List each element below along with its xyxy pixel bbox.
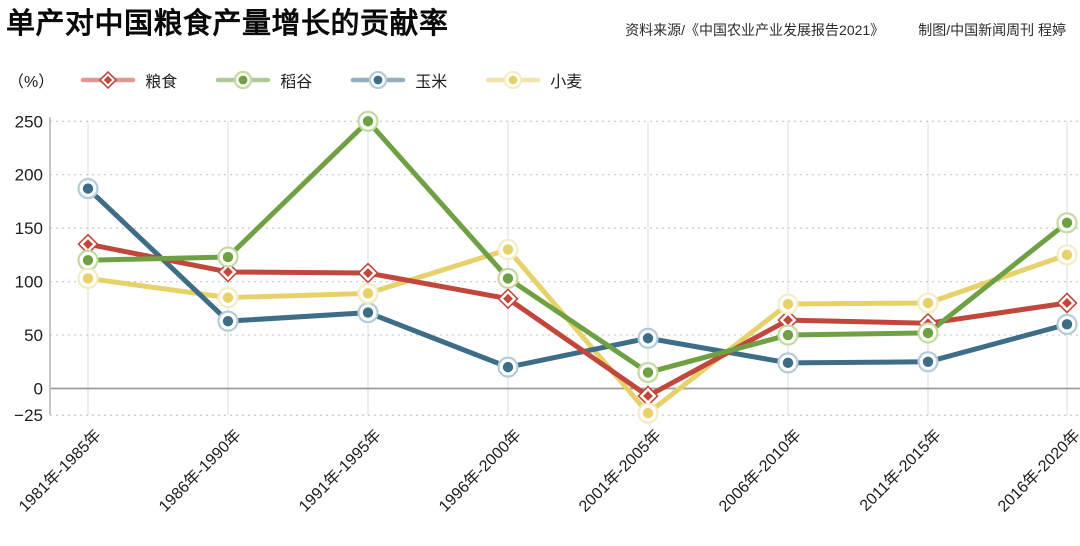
legend-items: 粮食 稻谷 玉米 小麦 (80, 68, 582, 92)
data-point-marker (917, 351, 939, 373)
data-point-marker (217, 287, 239, 309)
y-tick-label: 50 (24, 326, 43, 345)
data-point-marker (497, 267, 519, 289)
data-point-marker (357, 262, 379, 284)
data-point-marker (1056, 292, 1078, 314)
y-tick-label: 150 (15, 219, 43, 238)
data-point-marker (497, 288, 519, 310)
data-point-marker (369, 70, 388, 90)
y-tick-label: 0 (34, 380, 43, 399)
data-point-marker (917, 292, 939, 314)
data-point-marker (777, 293, 799, 315)
data-point-marker (77, 249, 99, 271)
data-point-marker (217, 246, 239, 268)
x-tick-label: 1991年-1995年 (295, 426, 384, 515)
series-line-粮食 (85, 241, 1070, 399)
data-point-marker (217, 261, 239, 283)
credit-text: 制图/中国新闻周刊 程婷 (918, 22, 1066, 38)
series-line-小麦 (85, 247, 1070, 416)
legend-label: 粮食 (145, 74, 178, 91)
y-tick-label: −25 (14, 406, 43, 425)
data-point-marker (77, 267, 99, 289)
x-tick-label: 2011年-2015年 (856, 426, 945, 515)
data-point-marker (777, 309, 799, 331)
data-point-marker (77, 177, 99, 200)
legend-label: 稻谷 (280, 74, 313, 91)
y-tick-label: 250 (15, 112, 43, 131)
data-point-marker (1056, 313, 1078, 335)
legend-label: 小麦 (550, 74, 583, 91)
data-point-marker (234, 70, 253, 90)
legend-swatch (80, 70, 136, 90)
data-point-marker (1056, 212, 1078, 234)
data-point-marker (777, 352, 799, 374)
x-tick-label: 2016年-2020年 (994, 426, 1080, 515)
legend-item-粮食: 粮食 (80, 68, 177, 92)
data-point-marker (637, 402, 659, 424)
data-point-marker (504, 70, 523, 90)
x-tick-label: 2006年-2010年 (715, 426, 804, 515)
data-point-marker (497, 238, 519, 261)
credits: 资料来源/《中国农业产业发展报告2021》 制图/中国新闻周刊 程婷 (625, 20, 1066, 40)
legend-item-稻谷: 稻谷 (215, 68, 312, 92)
x-tick-label: 1986年-1990年 (155, 426, 244, 515)
data-point-marker (637, 327, 659, 349)
series-line-玉米 (85, 186, 1070, 370)
data-point-marker (357, 110, 379, 132)
series-line-稻谷 (85, 118, 1070, 375)
data-point-marker (637, 385, 659, 407)
x-tick-label: 1981年-1985年 (15, 426, 104, 515)
legend-swatch (351, 70, 406, 90)
data-point-marker (217, 310, 239, 332)
legend-item-玉米: 玉米 (350, 68, 447, 92)
legend-label: 玉米 (415, 74, 448, 91)
source-text: 资料来源/《中国农业产业发展报告2021》 (625, 22, 885, 38)
data-point-marker (497, 356, 519, 378)
y-tick-label: 100 (15, 273, 43, 292)
data-point-marker (357, 282, 379, 304)
data-point-marker (637, 361, 659, 384)
x-tick-label: 2001年-2005年 (575, 426, 664, 515)
y-tick-label: 200 (15, 166, 43, 185)
data-point-marker (357, 302, 379, 324)
legend-swatch (486, 70, 541, 90)
data-point-marker (917, 322, 939, 344)
data-point-marker (777, 324, 799, 346)
data-point-marker (1056, 244, 1078, 266)
data-point-marker (99, 70, 118, 90)
x-tick-label: 1996年-2000年 (435, 426, 524, 515)
legend-item-小麦: 小麦 (485, 68, 582, 92)
legend-swatch (216, 70, 271, 90)
page-title: 单产对中国粮食产量增长的贡献率 (6, 8, 449, 40)
legend: （%） 粮食 稻谷 玉米 小麦 (8, 66, 582, 94)
data-point-marker (77, 233, 99, 255)
unit-label: （%） (8, 74, 55, 91)
